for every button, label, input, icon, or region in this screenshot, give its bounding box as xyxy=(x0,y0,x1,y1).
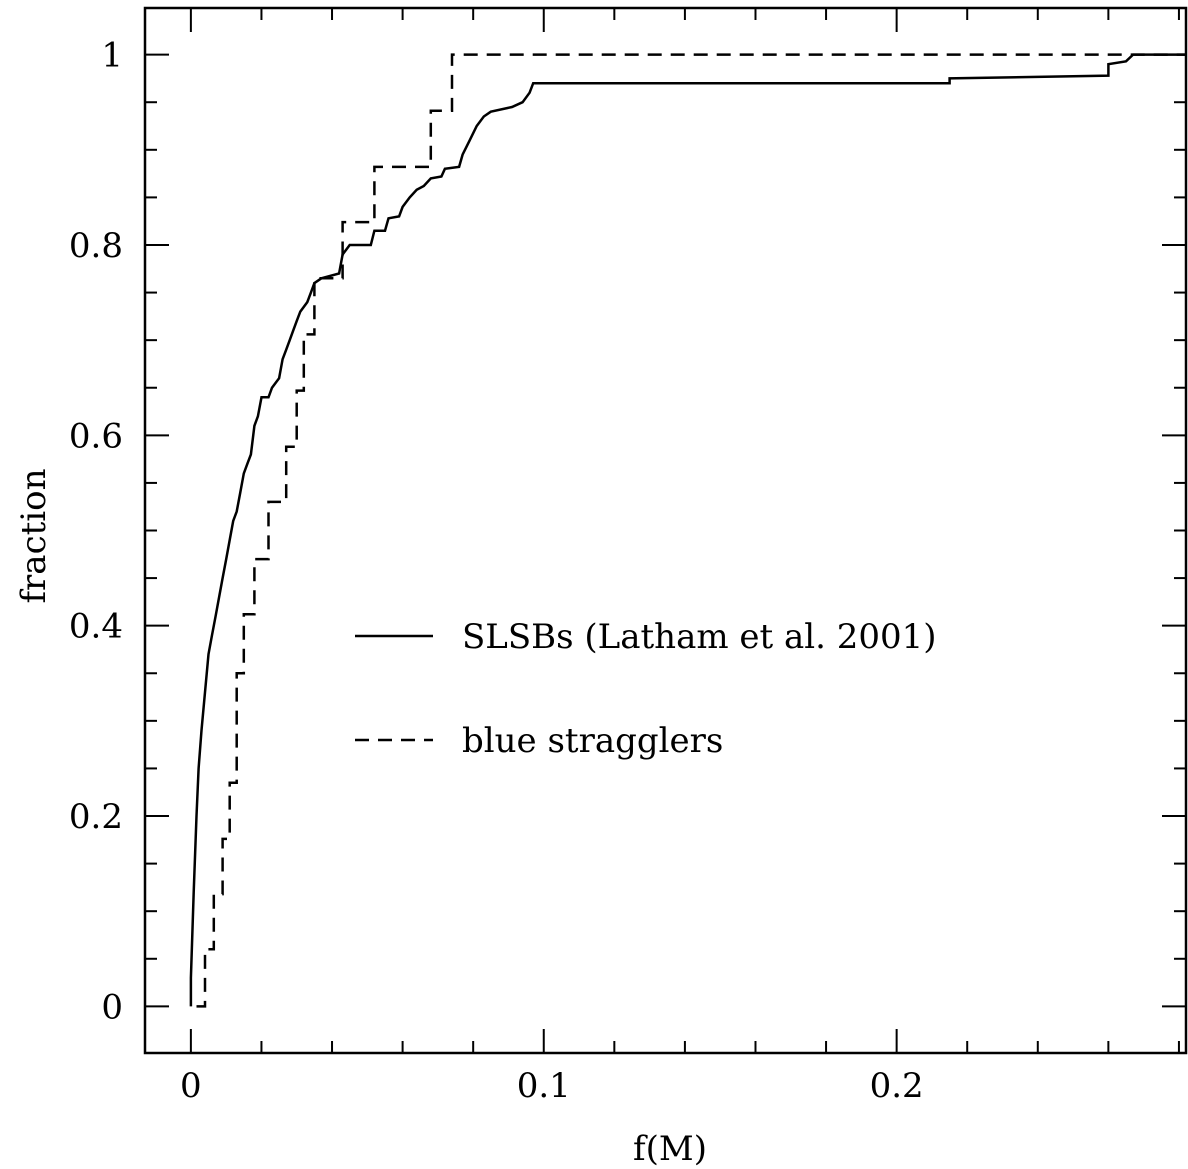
tick-labels: 0 0.1 0.2 0 0.2 0.4 0.6 0.8 1 xyxy=(69,36,924,1106)
y-tick-label: 0.2 xyxy=(69,797,123,837)
y-tick-label: 0.4 xyxy=(69,607,123,647)
legend-label: SLSBs (Latham et al. 2001) xyxy=(462,617,937,657)
plot-frame xyxy=(143,6,1188,1055)
x-tick-label: 0.2 xyxy=(870,1066,924,1106)
x-tick-label: 0 xyxy=(180,1066,202,1106)
x-axis-label: f(M) xyxy=(633,1129,707,1169)
series-layer xyxy=(189,53,1186,1008)
y-tick-label: 0 xyxy=(101,987,123,1027)
legend: SLSBs (Latham et al. 2001) blue straggler… xyxy=(355,617,937,761)
y-tick-label: 0.6 xyxy=(69,416,123,456)
x-tick-label: 0.1 xyxy=(517,1066,571,1106)
y-axis-label: fraction xyxy=(14,468,54,603)
axis-ticks xyxy=(145,8,1186,1053)
y-tick-label: 0.8 xyxy=(69,226,123,266)
series-line-slsbs xyxy=(189,53,1186,1007)
legend-label: blue stragglers xyxy=(462,721,723,761)
y-tick-label: 1 xyxy=(101,36,123,76)
series-line-blue-stragglers xyxy=(196,53,1186,1008)
